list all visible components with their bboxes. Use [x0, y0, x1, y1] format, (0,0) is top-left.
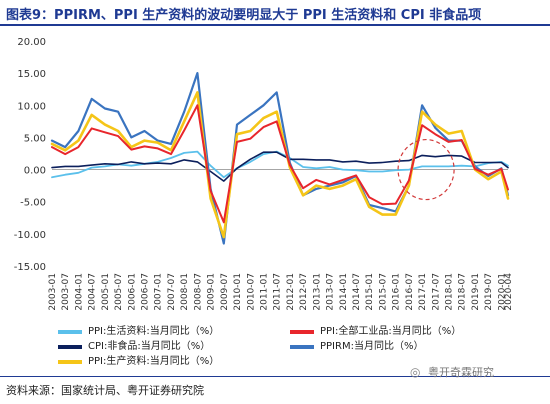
legend-swatch-ppi-living — [58, 330, 82, 334]
annotation-group — [397, 138, 455, 201]
legend-label: PPIRM:当月同比（%） — [320, 341, 424, 352]
x-tick-label: 2005-01 — [101, 273, 111, 311]
x-tick-label: 2011-07 — [273, 273, 283, 311]
x-tick-label: 2020-01 — [497, 273, 507, 311]
source-note: 资料来源：国家统计局、粤开证券研究院 — [6, 384, 204, 397]
y-tick-label: -15.00 — [14, 262, 46, 273]
legend-swatch-cpi-nonfood — [58, 345, 82, 349]
plot-area: 20.00 15.00 10.00 5.00 0.00 -5.00 -10.00 -15.00… — [14, 37, 514, 311]
y-tick-label: -10.00 — [14, 230, 46, 241]
x-tick-label: 2004-07 — [88, 273, 98, 311]
x-tick-label: 2003-07 — [61, 273, 71, 311]
series-line-ppi-living — [51, 150, 509, 179]
y-tick-label: 0.00 — [24, 166, 46, 177]
series-line-cpi-nonfood — [51, 151, 509, 182]
watermark: 粤开奇霖研究 — [428, 366, 494, 379]
y-tick-label: 20.00 — [17, 37, 46, 48]
wechat-icon: ◎ — [410, 365, 421, 379]
y-tick-label: -5.00 — [20, 198, 46, 209]
series-line-ppi-production — [50, 91, 510, 239]
x-tick-label: 2019-01 — [471, 273, 481, 311]
legend-swatch-ppirm — [290, 345, 314, 349]
x-tick-label: 2014-01 — [339, 273, 349, 311]
x-tick-label: 2020-04 — [504, 273, 514, 311]
x-tick-label: 2006-01 — [127, 273, 137, 311]
figure-title: 图表9：PPIRM、PPI 生产资料的波动要明显大于 PPI 生活资料和 CPI… — [6, 8, 482, 23]
x-tick-label: 2008-01 — [180, 273, 190, 311]
x-tick-label: 2007-01 — [154, 273, 164, 311]
x-tick-label: 2018-01 — [445, 273, 455, 311]
x-tick-label: 2010-07 — [246, 273, 256, 311]
x-tick-label: 2006-07 — [141, 273, 151, 311]
series-line-ppirm — [50, 72, 510, 245]
x-tick-label: 2004-01 — [74, 273, 84, 311]
y-tick-label: 15.00 — [17, 69, 46, 80]
x-tick-label: 2016-07 — [405, 273, 415, 311]
legend-label: CPI:非食品:当月同比（%） — [88, 341, 211, 352]
x-tick-label: 2015-01 — [365, 273, 375, 311]
x-tick-label: 2012-07 — [299, 273, 309, 311]
legend-swatch-ppi-all — [290, 330, 314, 334]
y-tick-label: 10.00 — [17, 101, 46, 112]
x-tick-label: 2005-07 — [114, 273, 124, 311]
x-tick-label: 2016-01 — [392, 273, 402, 311]
x-tick-label: 2012-01 — [286, 273, 296, 311]
x-tick-label: 2009-07 — [220, 273, 230, 311]
x-tick-label: 2018-07 — [458, 273, 468, 311]
x-tick-label: 2011-01 — [259, 273, 269, 311]
x-tick-label: 2015-07 — [378, 273, 388, 311]
highlight-circle — [397, 138, 455, 201]
x-tick-label: 2010-01 — [233, 273, 243, 311]
title-divider — [0, 24, 550, 26]
legend-label: PPI:全部工业品:当月同比（%） — [320, 326, 462, 337]
x-tick-label: 2008-07 — [193, 273, 203, 311]
legend-swatch-ppi-production — [58, 360, 82, 364]
x-tick-label: 2014-07 — [352, 273, 362, 311]
x-tick-label: 2003-01 — [48, 273, 58, 311]
footer-divider — [0, 376, 550, 377]
series-line-ppi-all — [51, 104, 509, 224]
series-group — [50, 72, 510, 245]
legend-label: PPI:生活资料:当月同比（%） — [88, 326, 220, 337]
x-tick-label: 2009-01 — [207, 273, 217, 311]
x-tick-label: 2017-01 — [418, 273, 428, 311]
x-tick-label: 2007-07 — [167, 273, 177, 311]
x-tick-label: 2019-07 — [484, 273, 494, 311]
x-tick-label: 2017-07 — [431, 273, 441, 311]
y-tick-label: 5.00 — [24, 133, 46, 144]
legend-label: PPI:生产资料:当月同比（%） — [88, 356, 220, 367]
x-tick-label: 2013-07 — [326, 273, 336, 311]
x-tick-label: 2013-01 — [312, 273, 322, 311]
